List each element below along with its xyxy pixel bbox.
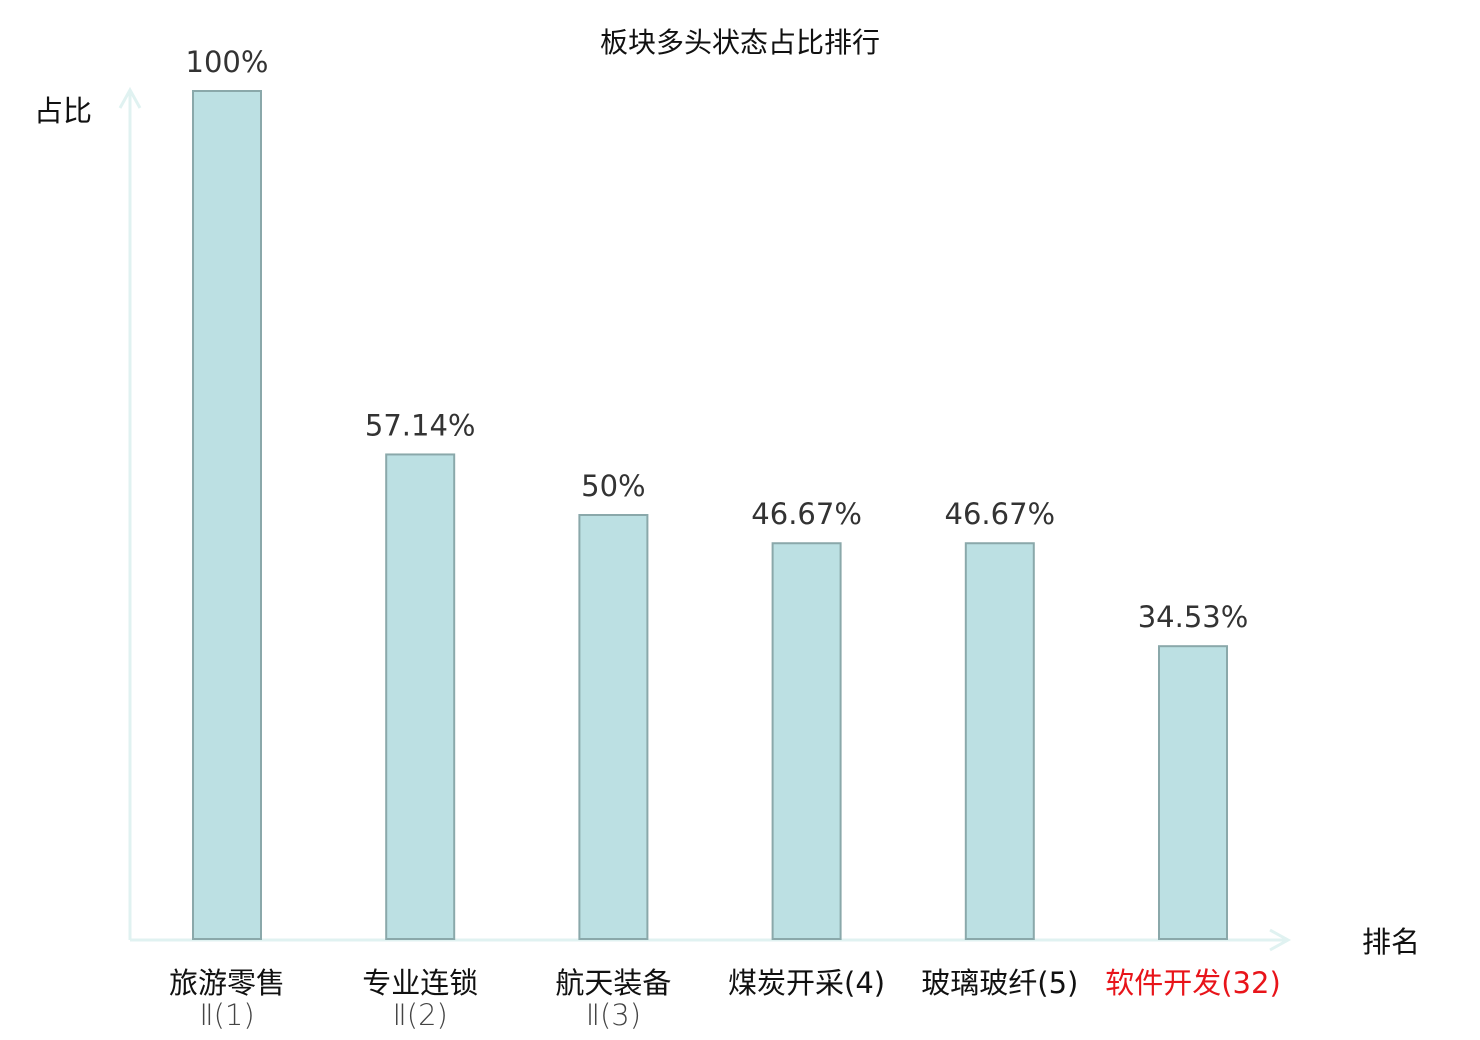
x-tick-label: 航天装备 Ⅱ(3) [555, 966, 671, 1032]
data-label: 46.67% [945, 497, 1056, 531]
x-tick-label: 煤炭开采(4) [728, 966, 885, 1000]
bar [964, 542, 1035, 940]
data-label: 57.14% [365, 408, 476, 442]
bar [771, 542, 842, 940]
x-tick-label: 专业连锁 Ⅱ(2) [362, 966, 478, 1032]
data-label: 34.53% [1138, 600, 1249, 634]
bar [1158, 645, 1228, 940]
x-axis-arrow [1269, 928, 1292, 952]
data-label: 50% [581, 469, 645, 503]
data-label: 100% [186, 45, 269, 79]
bar [385, 453, 456, 940]
x-tick-label: 玻璃玻纤(5) [921, 966, 1078, 1000]
bar [578, 514, 649, 940]
y-axis-label: 占比 [34, 94, 92, 128]
bar [192, 90, 262, 940]
axes [118, 86, 1292, 952]
data-label: 46.67% [751, 497, 862, 531]
x-tick-label: 旅游零售 Ⅱ(1) [169, 966, 285, 1032]
x-axis-label: 排名 [1362, 925, 1420, 959]
y-axis-arrow [118, 86, 142, 109]
x-tick-label: 软件开发(32) [1105, 966, 1281, 1000]
chart-title: 板块多头状态占比排行 [600, 26, 880, 59]
